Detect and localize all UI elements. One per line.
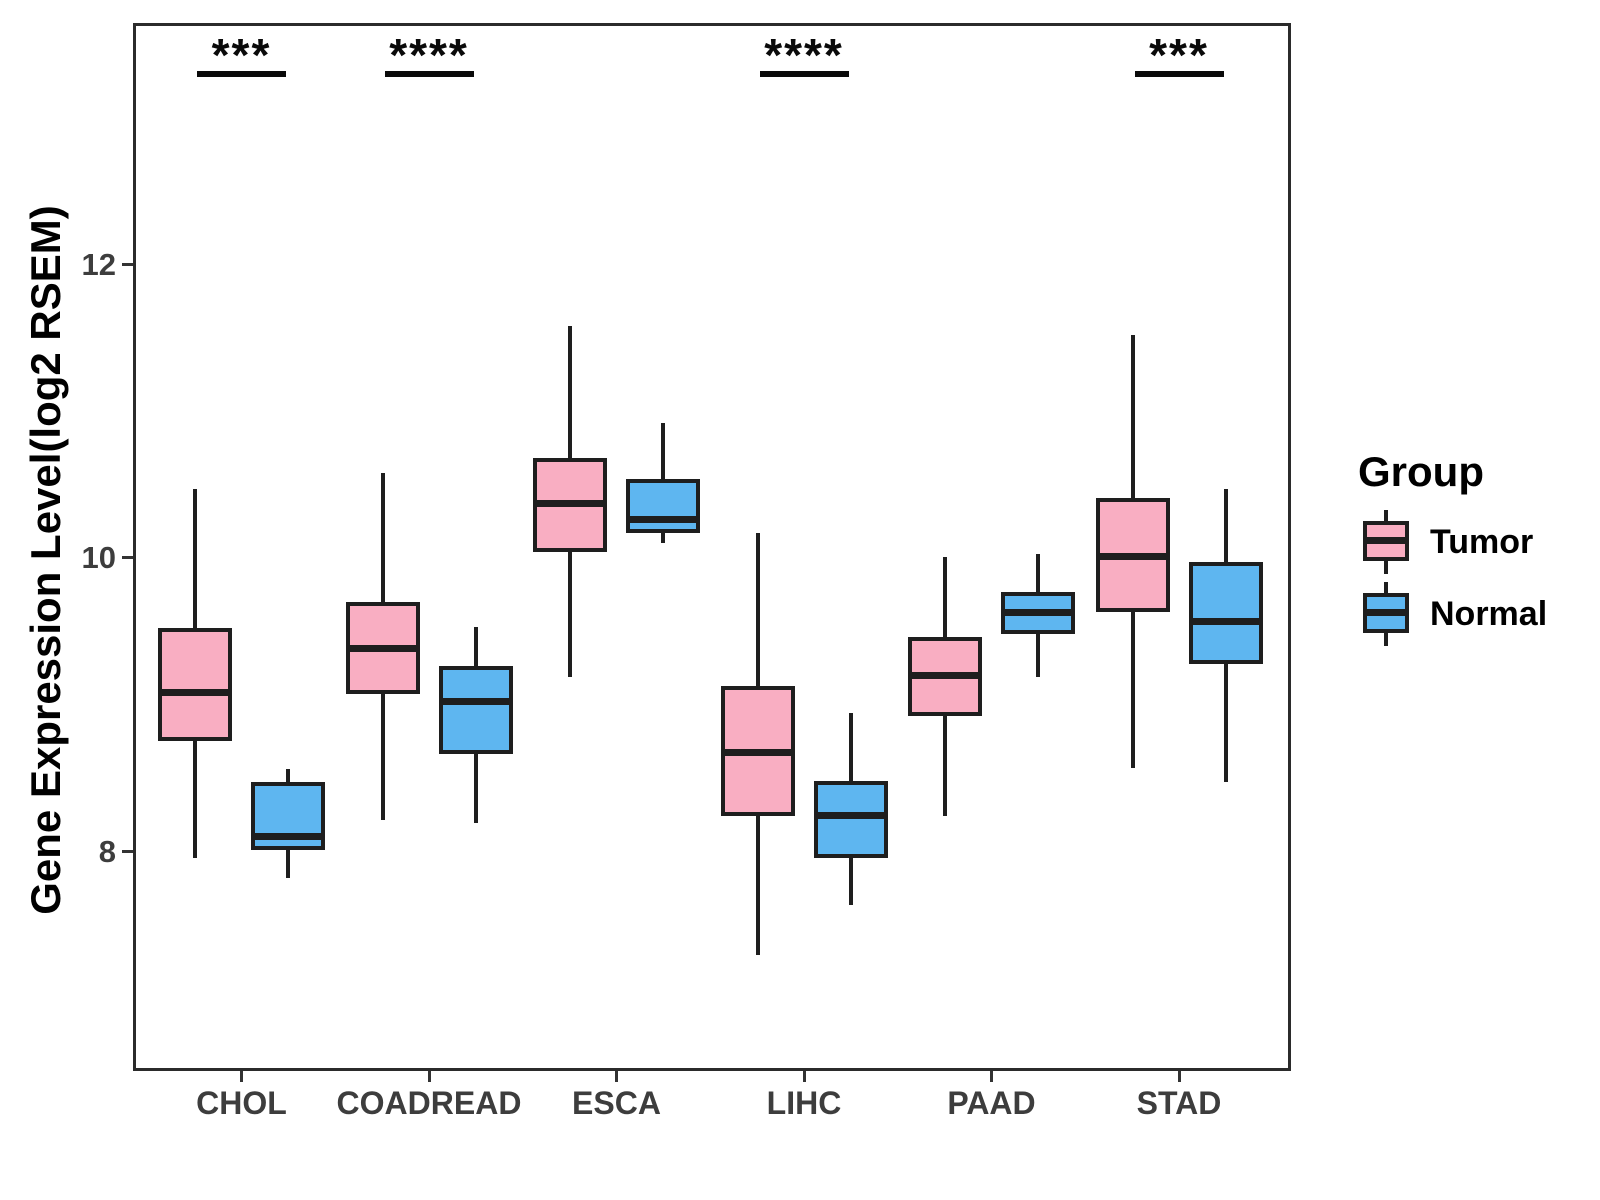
legend-entry-tumor: Tumor	[1358, 510, 1547, 574]
x-axis-tick	[1177, 1071, 1181, 1082]
median-normal-esca	[626, 516, 700, 524]
median-normal-paad	[1001, 608, 1075, 616]
median-normal-lihc	[813, 812, 888, 820]
legend-rows: Tumor Normal	[1358, 510, 1547, 646]
x-axis-tick	[802, 1071, 806, 1082]
x-axis-tick-label: PAAD	[947, 1085, 1036, 1121]
legend-key-whisker-bottom	[1384, 560, 1388, 574]
significance-bar-coadread	[384, 71, 474, 77]
x-axis-tick	[990, 1071, 993, 1082]
y-axis-tick-label: 12	[81, 247, 116, 283]
x-axis-tick-label: CHOL	[196, 1085, 287, 1121]
significance-label-lihc: ****	[764, 29, 844, 81]
y-axis-tick	[122, 849, 133, 853]
significance-label-coadread: ****	[389, 29, 469, 81]
median-normal-stad	[1188, 617, 1263, 625]
legend-key-tumor-boxplot-icon	[1358, 510, 1414, 574]
median-normal-coadread	[438, 698, 513, 706]
median-tumor-stad	[1095, 553, 1170, 561]
plot-panel	[133, 23, 1291, 1071]
x-axis-tick-label: ESCA	[572, 1085, 661, 1121]
y-axis-tick-label: 8	[98, 833, 116, 869]
x-axis-tick	[427, 1071, 431, 1082]
y-axis-tick-label: 10	[81, 540, 116, 576]
box-normal-esca	[626, 478, 700, 534]
legend-entry-normal: Normal	[1358, 582, 1547, 646]
legend-key-whisker-top	[1384, 582, 1388, 594]
median-tumor-paad	[908, 671, 982, 679]
significance-label-stad: ***	[1149, 29, 1209, 81]
median-tumor-lihc	[720, 749, 795, 757]
x-axis-tick	[615, 1071, 618, 1082]
box-normal-coadread	[438, 666, 513, 755]
significance-label-chol: ***	[211, 29, 272, 81]
y-axis-tick	[122, 263, 133, 267]
legend-title: Group	[1358, 448, 1484, 495]
x-axis-tick-label: STAD	[1136, 1085, 1222, 1121]
legend-label-normal: Normal	[1430, 594, 1548, 633]
median-tumor-coadread	[345, 645, 420, 653]
box-normal-lihc	[813, 780, 888, 859]
legend-key-median	[1363, 537, 1409, 544]
legend-key-whisker-bottom	[1384, 632, 1388, 646]
median-normal-chol	[251, 832, 325, 840]
box-tumor-chol	[158, 628, 232, 742]
x-axis-tick-label: LIHC	[766, 1085, 842, 1121]
x-axis-tick	[240, 1071, 243, 1082]
median-tumor-chol	[158, 689, 232, 697]
significance-bar-chol	[197, 71, 286, 77]
significance-bar-lihc	[759, 71, 849, 77]
legend-key-median	[1363, 609, 1409, 616]
box-normal-stad	[1188, 562, 1263, 664]
x-axis-tick-label: COADREAD	[336, 1085, 522, 1121]
y-axis-tick	[122, 556, 133, 560]
legend-key-whisker-top	[1384, 510, 1388, 522]
legend-label-tumor: Tumor	[1430, 522, 1534, 561]
legend-key-normal-boxplot-icon	[1358, 582, 1414, 646]
legend: Group Tumor Normal	[1358, 448, 1547, 654]
median-tumor-esca	[533, 500, 607, 508]
significance-bar-stad	[1134, 71, 1224, 77]
